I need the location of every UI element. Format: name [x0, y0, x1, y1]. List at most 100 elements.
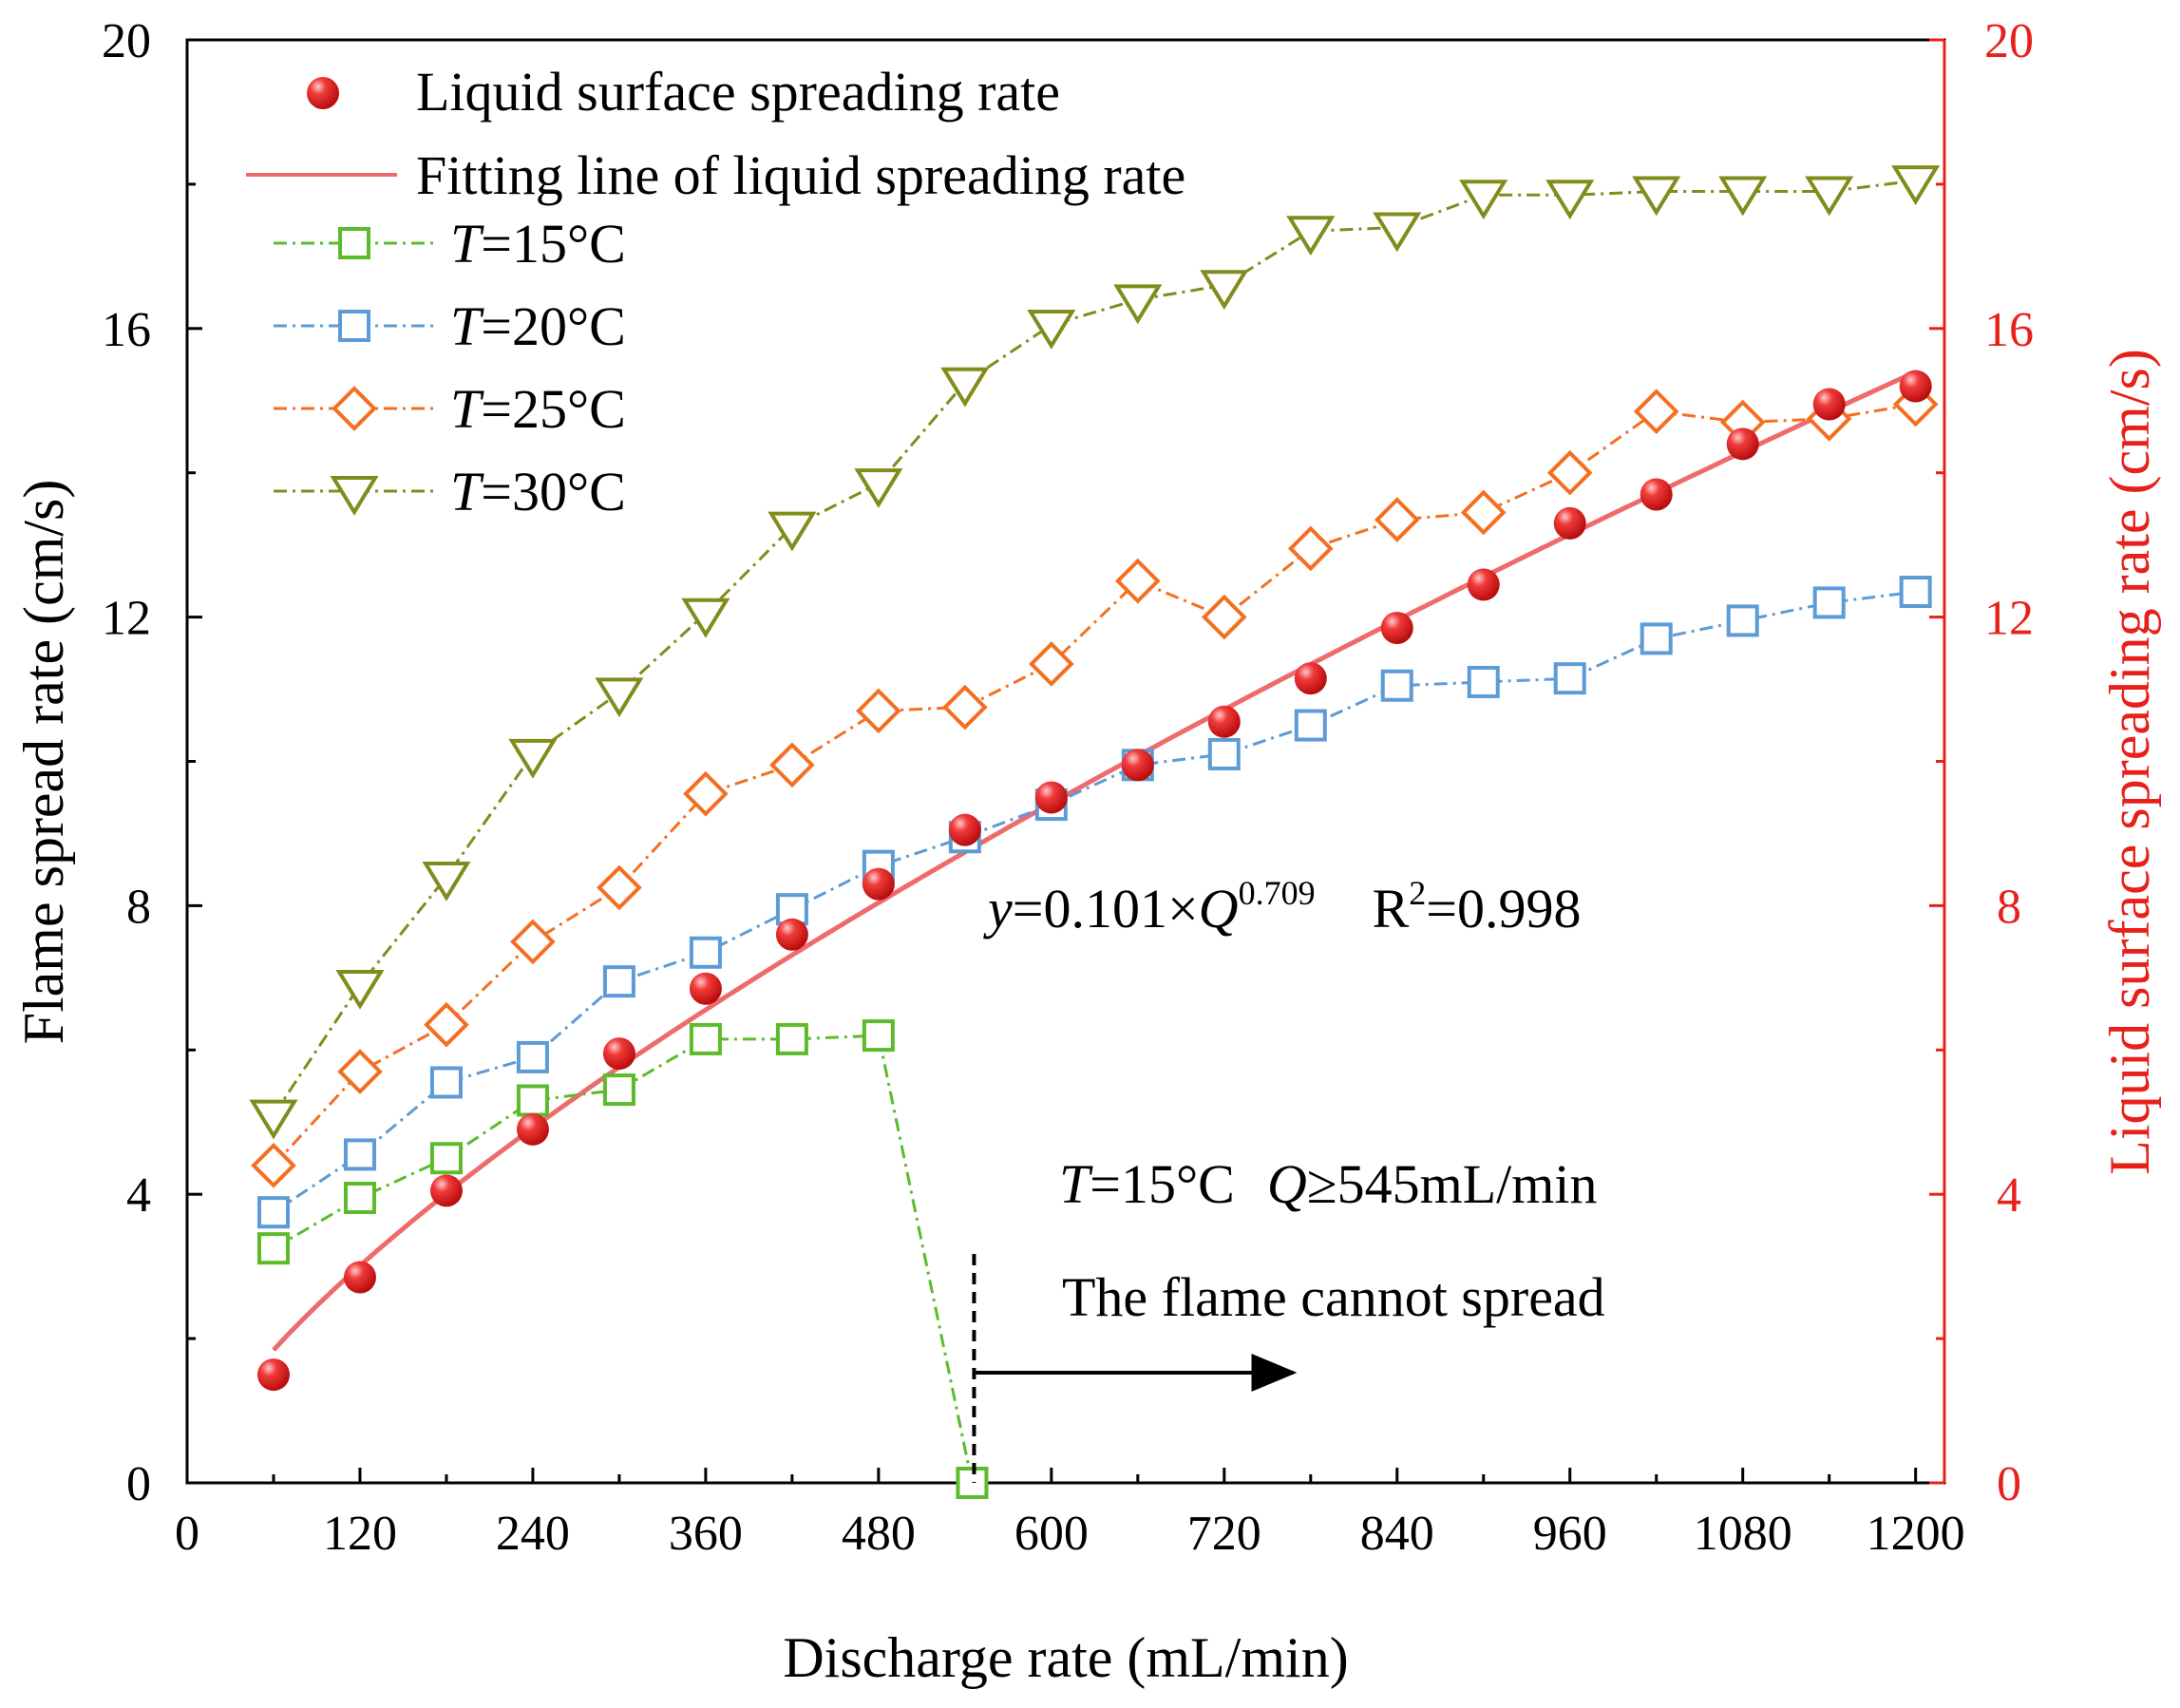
- x-tick-label: 0: [175, 1507, 199, 1561]
- y2-tick-label: 0: [1997, 1457, 2021, 1511]
- series-point-t15: [775, 1022, 808, 1055]
- series-point-t20: [1640, 622, 1673, 655]
- x-tick-label: 600: [1014, 1507, 1089, 1561]
- series-point-t15: [516, 1084, 549, 1117]
- series-point-t20: [1207, 737, 1241, 770]
- liquid-rate-layer: [256, 370, 1932, 1392]
- series-point-t25: [597, 864, 642, 911]
- y-axis-ticks: 0 4 8 12 16 20: [102, 14, 202, 1511]
- legend-label-t20: T=20°C: [450, 295, 626, 357]
- series-point-t20: [1553, 662, 1586, 695]
- fit-equation: y=0.101×Q0.709 R2=0.998: [983, 874, 1581, 939]
- liquid-rate-point: [516, 1112, 549, 1146]
- series-point-t25: [1374, 497, 1420, 542]
- series-point-t20: [1899, 576, 1932, 609]
- series-layer: [249, 165, 1941, 1499]
- series-point-t30: [1286, 216, 1336, 256]
- liquid-rate-point: [1467, 568, 1500, 601]
- liquid-rate-point: [862, 867, 895, 901]
- cutoff-condition: T=15°C Q≥545mL/min: [1059, 1153, 1597, 1215]
- y-tick-label: 12: [102, 592, 151, 646]
- series-point-t25: [1633, 389, 1679, 434]
- series-line-t25: [272, 403, 1916, 1167]
- liquid-rate-point: [1812, 388, 1846, 421]
- legend-label-t30: T=30°C: [450, 461, 626, 522]
- series-point-t20: [602, 965, 635, 998]
- liquid-rate-point: [948, 813, 981, 846]
- y-tick-label: 8: [126, 880, 151, 934]
- series-point-t20: [1467, 665, 1500, 698]
- liquid-rate-point: [1726, 427, 1759, 461]
- series-point-t25: [1201, 594, 1247, 640]
- x-tick-label: 360: [669, 1507, 743, 1561]
- series-point-t25: [769, 742, 815, 788]
- x-axis-title: Discharge rate (mL/min): [783, 1626, 1348, 1689]
- x-tick-label: 120: [323, 1507, 397, 1561]
- liquid-rate-point: [1207, 705, 1241, 738]
- series-point-t30: [422, 862, 471, 901]
- legend-marker-t30: [330, 476, 379, 516]
- series-point-t25: [424, 1001, 469, 1048]
- legend-series-entries: T=15°C T=20°C T=25°C T=30°C: [274, 213, 626, 522]
- series-point-t30: [1718, 176, 1768, 217]
- legend-marker-t15: [338, 227, 370, 259]
- series-point-t25: [683, 770, 729, 817]
- x-tick-label: 240: [496, 1507, 570, 1561]
- series-point-t30: [854, 468, 903, 508]
- series-point-t30: [249, 1099, 298, 1140]
- series-point-t20: [689, 936, 722, 969]
- y2-axis-ticks: 0 4 8 12 16 20: [1929, 14, 2034, 1511]
- series-point-t30: [1200, 270, 1249, 311]
- series-point-t30: [1545, 180, 1595, 220]
- liquid-rate-point: [1380, 611, 1413, 644]
- series-point-t30: [1373, 212, 1422, 253]
- cutoff-note: The flame cannot spread: [1062, 1266, 1605, 1328]
- series-point-t30: [1805, 176, 1854, 217]
- y2-axis-title: Liquid surface spreading rate (cm/s): [2098, 349, 2161, 1175]
- series-point-t20: [343, 1138, 376, 1171]
- series-point-t30: [681, 598, 730, 638]
- series-point-t30: [1891, 165, 1941, 205]
- x-tick-label: 1080: [1694, 1507, 1792, 1561]
- y-tick-label: 20: [102, 14, 151, 68]
- liquid-rate-point: [602, 1037, 635, 1071]
- legend-label-t15: T=15°C: [450, 213, 626, 275]
- series-point-t30: [1027, 310, 1076, 350]
- series-point-t30: [595, 677, 644, 718]
- liquid-rate-point: [1034, 781, 1068, 814]
- series-point-t25: [942, 684, 988, 731]
- y2-tick-label: 4: [1997, 1168, 2021, 1223]
- series-point-t25: [251, 1142, 296, 1188]
- series-point-t15: [689, 1022, 722, 1055]
- y2-tick-label: 16: [1984, 303, 2034, 357]
- series-point-t20: [1294, 709, 1327, 742]
- series-point-t15: [602, 1073, 635, 1107]
- series-point-t30: [940, 367, 990, 408]
- series-point-t30: [508, 738, 558, 779]
- y-tick-label: 0: [126, 1457, 151, 1511]
- liquid-rate-point: [775, 918, 808, 951]
- series-point-t25: [856, 688, 901, 734]
- y-axis-title: Flame spread rate (cm/s): [12, 480, 75, 1045]
- liquid-rate-point: [689, 972, 722, 1005]
- x-tick-label: 720: [1187, 1507, 1261, 1561]
- legend-liquid-marker: [307, 77, 339, 109]
- series-point-t15: [862, 1019, 895, 1053]
- legend-fit-label: Fitting line of liquid spreading rate: [416, 144, 1185, 206]
- series-point-t20: [429, 1066, 463, 1099]
- x-tick-label: 1200: [1867, 1507, 1965, 1561]
- liquid-rate-point: [256, 1358, 290, 1392]
- series-point-t30: [768, 511, 817, 552]
- y2-tick-label: 12: [1984, 592, 2034, 646]
- series-point-t25: [510, 919, 556, 965]
- series-point-t15: [256, 1232, 290, 1265]
- series-point-t25: [1114, 558, 1161, 604]
- y-tick-label: 16: [102, 303, 151, 357]
- liquid-rate-point: [343, 1261, 376, 1294]
- liquid-rate-point: [1121, 749, 1154, 782]
- series-point-t30: [1632, 176, 1681, 217]
- series-point-t15: [429, 1142, 463, 1175]
- x-tick-label: 840: [1360, 1507, 1434, 1561]
- y2-tick-label: 20: [1984, 14, 2034, 68]
- x-tick-label: 480: [842, 1507, 916, 1561]
